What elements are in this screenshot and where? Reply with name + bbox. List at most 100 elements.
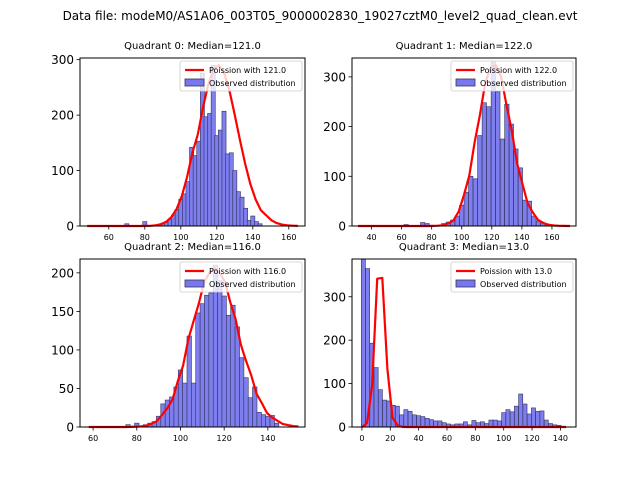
histogram-bars [124,64,263,227]
histogram-bar [416,415,421,428]
histogram-bar [486,106,492,227]
axes-frame [351,57,577,227]
histogram-bar [495,91,501,227]
subplot-quadrant-3: Quadrant 3: Median=13.0 0 100 200 300 0 20 40 60… [323,242,577,443]
histogram-bar [526,413,532,428]
histogram-bar [234,326,240,428]
histogram-bar [382,399,387,428]
histogram-bar [247,397,253,428]
x-tick-label: 80 [470,434,480,443]
y-tick-label: 300 [323,290,346,304]
x-tick-label: 40 [366,233,376,242]
x-tick-label: 160 [544,233,559,242]
histogram-bars [403,61,550,227]
y-tick-label: 100 [51,164,74,178]
histogram-bar [274,422,280,428]
histogram-bar [539,410,545,428]
histogram-bars [125,264,280,428]
x-tick-label: 100 [173,233,188,242]
x-tick-label: 140 [245,233,260,242]
histogram-bar [403,409,409,428]
axes-frame [79,57,306,227]
histogram-bar [424,418,430,428]
histogram-bar [505,409,511,428]
legend-box [179,261,303,293]
legend-label-observed: Observed distribution [480,280,567,289]
subplot-quadrant-1: Quadrant 1: Median=122.0 0 100 200 300 40 60 80… [323,41,577,242]
legend-label-observed: Observed distribution [480,79,567,88]
histogram-bar [260,414,267,428]
x-tick-label: 60 [104,233,114,242]
legend-patch-observed [184,279,205,288]
subplot-title: Quadrant 2: Median=116.0 [124,242,261,253]
histogram-bar [499,138,505,227]
histogram-bar [420,416,426,428]
histogram-bar [239,357,245,428]
subplot-quadrant-2: Quadrant 2: Median=116.0 0 50 100 150 200 60 80… [51,242,306,443]
subplot-title: Quadrant 1: Median=122.0 [396,41,533,52]
histogram-bar [477,135,483,227]
histogram-bar [531,407,536,428]
y-tick-label: 0 [66,220,74,234]
x-tick-label: 100 [454,233,469,242]
subplot-quadrant-0: Quadrant 0: Median=121.0 0 100 200 300 60 80 10… [51,41,306,242]
histogram-bar [501,412,507,428]
x-tick-label: 60 [397,233,407,242]
histogram-bar [182,382,188,428]
histogram-bar [199,303,205,428]
histogram-bar [226,314,232,428]
x-tick-label: 80 [427,233,437,242]
legend-box [179,60,303,92]
histogram-bar [407,411,413,428]
legend-patch-observed [455,279,476,288]
legend: Poission with 122.0 Observed distribution [450,60,574,92]
y-tick-label: 50 [59,382,74,396]
histogram-bar [481,102,487,227]
histogram-bar [204,294,210,428]
histogram-bar [186,335,192,428]
histogram-bar [468,175,474,227]
y-tick-label: 300 [323,70,346,84]
legend: Poission with 13.0 Observed distribution [450,261,574,293]
histogram-bar [217,280,223,428]
axes-frame [79,258,306,428]
y-tick-label: 0 [338,421,346,435]
y-tick-label: 100 [51,343,74,357]
histogram-bar [191,382,197,428]
histogram-bar [265,415,271,428]
histogram-bar [377,389,383,428]
histogram-bar [509,411,515,428]
x-tick-label: 140 [553,434,568,443]
figure-suptitle: Data file: modeM0/AS1A06_003T05_90000028… [62,9,578,23]
subplot-title: Quadrant 3: Median=13.0 [399,242,529,253]
y-tick-label: 0 [338,220,346,234]
y-tick-label: 200 [323,120,346,134]
y-tick-label: 100 [323,377,346,391]
y-tick-label: 100 [323,170,346,184]
histogram-bar [360,258,366,428]
x-tick-label: 60 [88,434,98,443]
x-tick-label: 140 [514,233,529,242]
subplot-title: Quadrant 0: Median=121.0 [124,41,261,52]
x-tick-label: 100 [496,434,511,443]
histogram-bar [373,367,379,428]
y-tick-label: 200 [51,109,74,123]
legend-label-poisson: Poission with 121.0 [209,66,286,75]
histogram-bar [522,199,528,227]
histogram-bar [429,419,434,428]
x-tick-label: 20 [385,434,395,443]
histogram-bar [514,405,519,428]
x-tick-label: 80 [140,233,150,242]
y-tick-label: 200 [51,266,74,280]
y-tick-label: 150 [51,305,74,319]
histogram-bar [208,292,214,428]
histogram-bar [230,304,236,428]
histogram-bar [256,412,262,428]
x-tick-label: 120 [209,233,224,242]
legend-patch-observed [184,78,205,87]
histogram-bar [504,103,510,227]
axes-frame [351,258,577,428]
histogram-bar [472,178,478,227]
histogram-bar [535,411,541,428]
